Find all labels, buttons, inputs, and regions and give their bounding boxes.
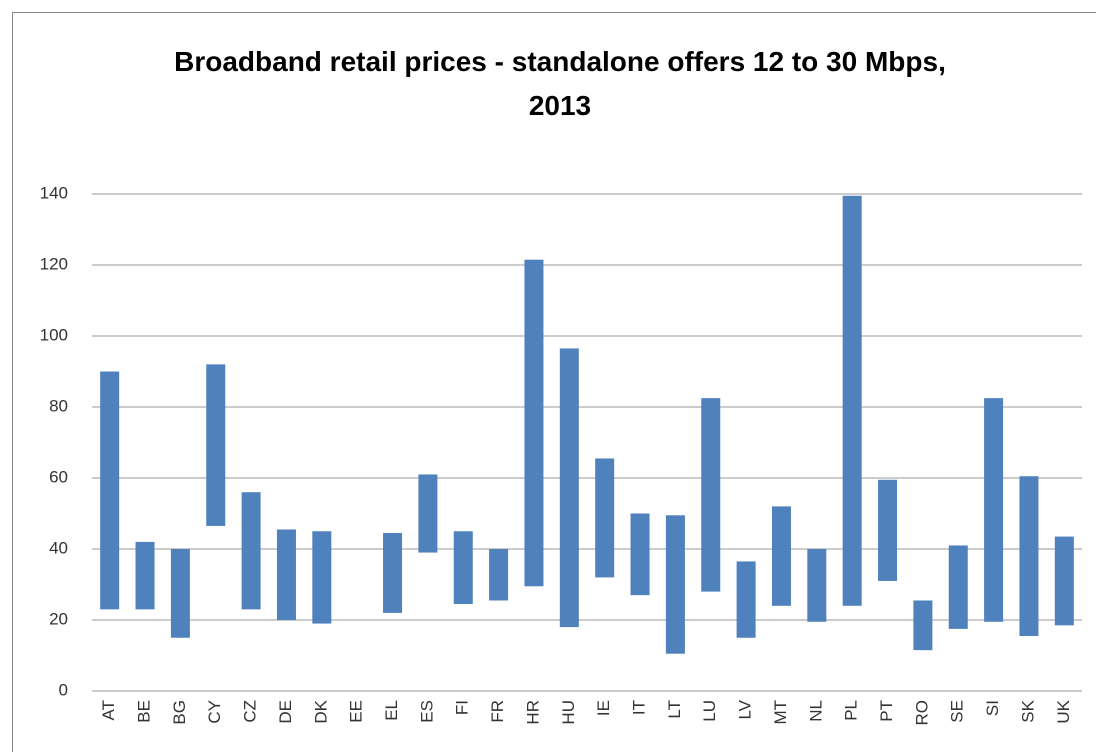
x-tick-label: UK [1054,699,1073,723]
bar [842,195,862,606]
y-tick-label: 40 [49,538,68,557]
x-tick-label: IE [594,700,613,716]
x-tick-label: SK [1018,699,1037,722]
bar [878,479,898,581]
x-tick-label: FI [453,700,472,715]
bar [1054,536,1074,626]
bar [170,549,190,638]
bar [276,529,296,620]
chart-frame [12,12,1096,752]
bar [948,545,968,629]
bar [595,458,615,578]
x-tick-label: PT [877,700,896,722]
bar [630,513,650,596]
x-tick-label: CY [205,700,224,724]
x-tick-label: EE [347,700,366,723]
x-tick-label: LT [665,700,684,719]
x-tick-label: HR [523,700,542,725]
x-tick-label: LU [700,700,719,722]
bar [489,549,509,601]
y-tick-label: 20 [49,609,68,628]
bar [453,531,473,605]
x-tick-label: DE [276,700,295,724]
bar [135,541,155,610]
x-tick-label: CZ [241,700,260,723]
x-tick-label: BE [135,700,154,723]
bar [524,259,544,587]
bar [559,348,579,628]
y-tick-label: 80 [49,396,68,415]
bar [100,371,120,610]
y-tick-label: 60 [49,467,68,486]
bar [383,533,403,613]
bar [984,398,1004,622]
x-tick-label: ES [417,700,436,723]
y-tick-label: 140 [40,183,68,202]
x-tick-label: PL [842,700,861,721]
x-tick-label: SI [983,700,1002,716]
bar [736,561,756,638]
x-tick-label: RO [912,700,931,726]
bar [771,506,791,606]
bar [665,515,685,654]
bar [1019,476,1039,636]
x-tick-label: IT [630,700,649,715]
bar [807,549,827,622]
x-tick-label: LV [736,699,755,719]
x-tick-label: MT [771,700,790,725]
bar [913,600,933,651]
x-tick-label: NL [806,700,825,722]
x-tick-label: FR [488,700,507,723]
bar [241,492,261,610]
bar [312,531,332,624]
x-tick-label: BG [170,700,189,725]
x-tick-label: SE [948,700,967,723]
y-tick-label: 0 [59,680,68,699]
x-tick-label: EL [382,700,401,721]
x-tick-label: HU [559,700,578,725]
x-tick-label: AT [99,700,118,720]
y-tick-label: 120 [40,254,68,273]
y-tick-label: 100 [40,325,68,344]
bar [701,398,721,592]
chart-title: Broadband retail prices - standalone off… [174,46,946,121]
bar [206,364,226,526]
x-tick-label: DK [311,699,330,723]
bar [418,474,438,553]
